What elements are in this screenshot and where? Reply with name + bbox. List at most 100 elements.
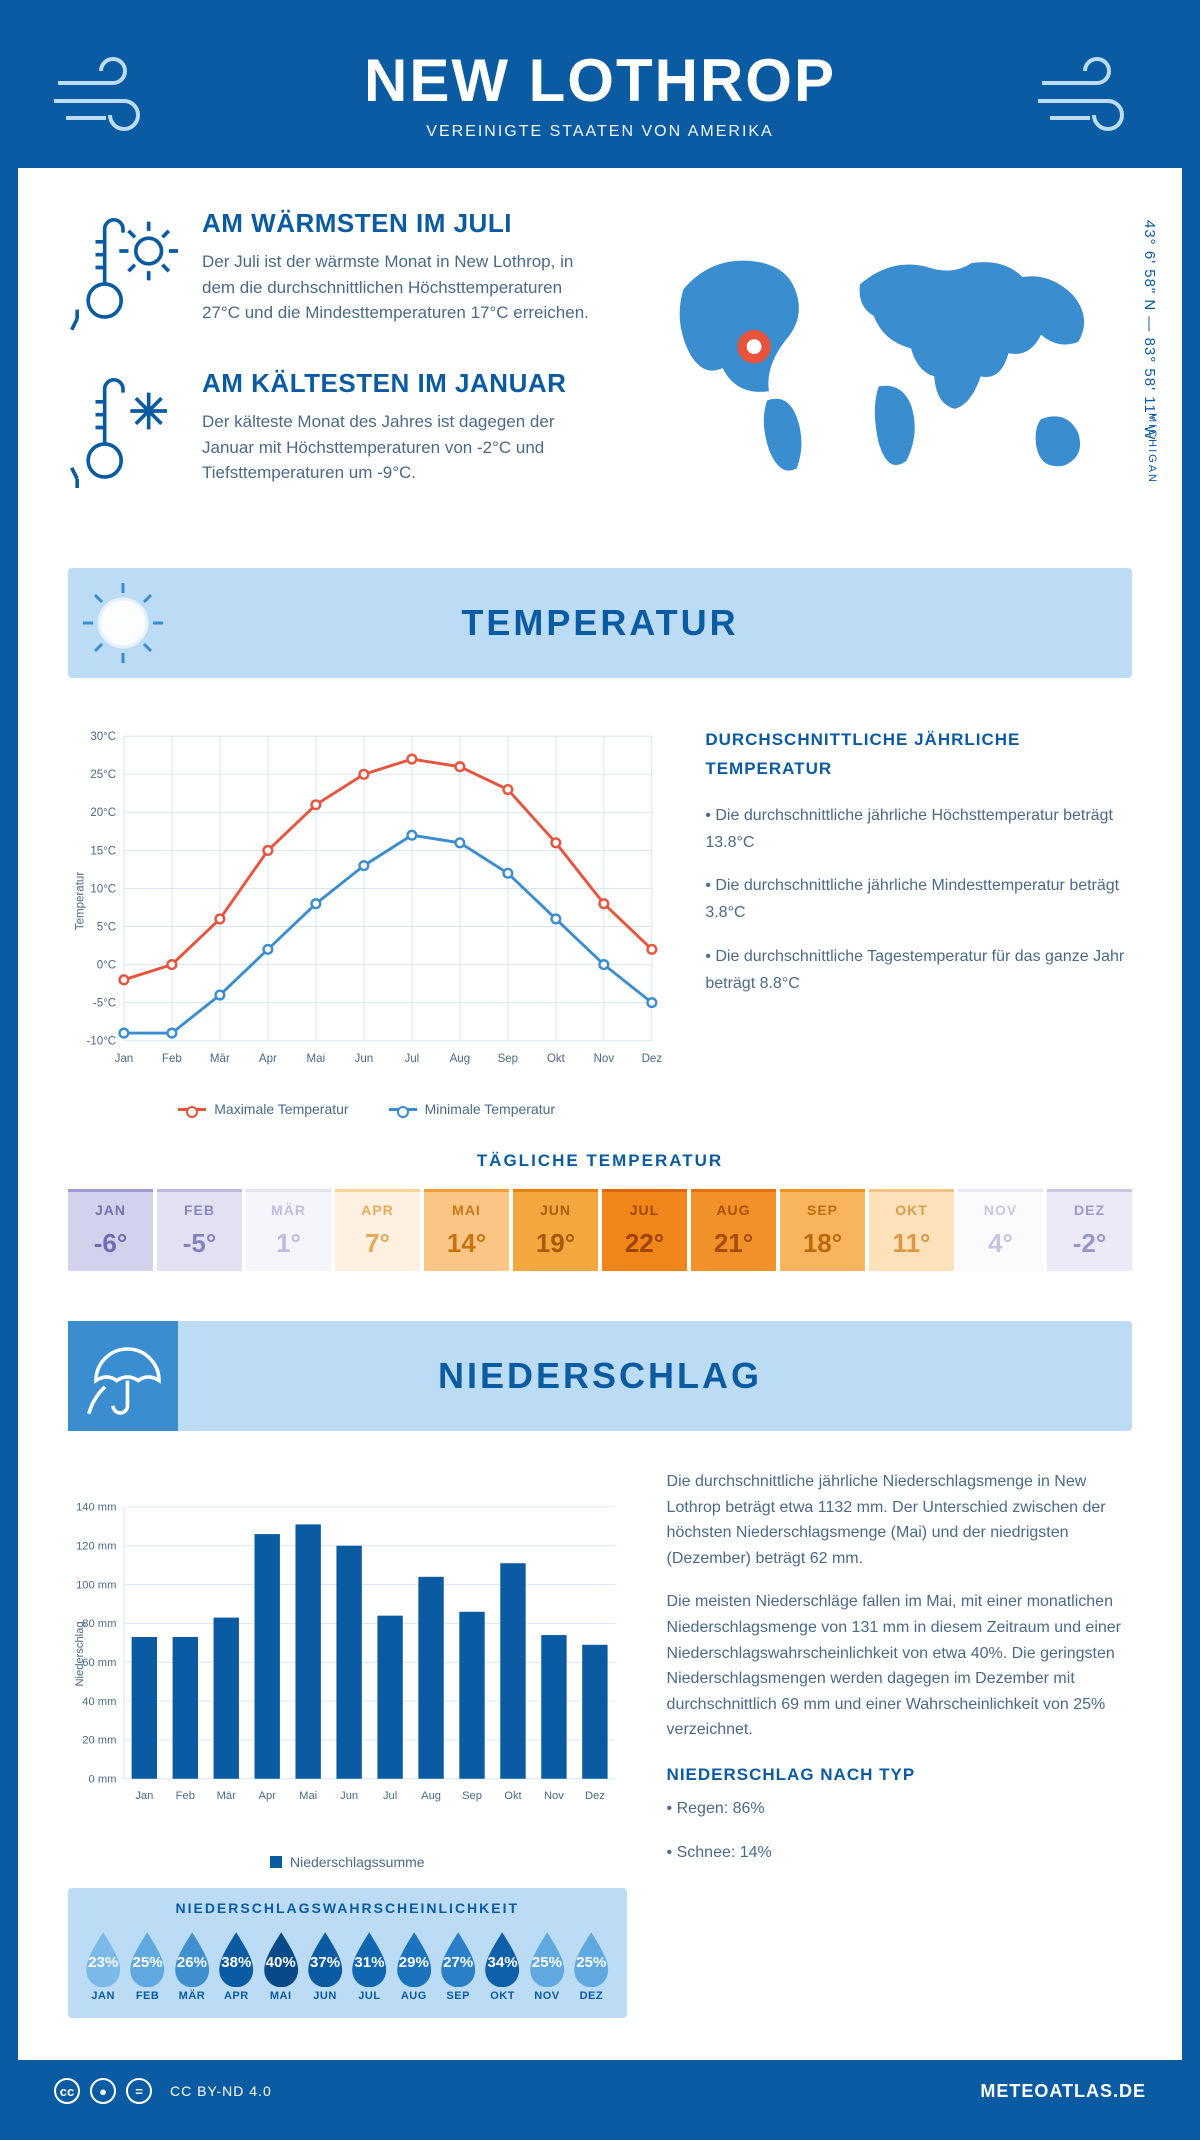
by-icon: ● [90,2078,116,2104]
svg-text:10°C: 10°C [90,883,116,895]
svg-text:Dez: Dez [585,1790,605,1802]
thermometer-sun-icon [68,208,178,338]
svg-text:Okt: Okt [504,1790,522,1802]
probability-cell: 38%APR [215,1928,257,2002]
svg-text:Sep: Sep [498,1053,519,1065]
thermometer-snow-icon [68,368,178,498]
coldest-title: AM KÄLTESTEN IM JANUAR [202,368,604,399]
facts-column: AM WÄRMSTEN IM JULI Der Juli ist der wär… [68,208,604,528]
svg-text:Aug: Aug [450,1053,471,1065]
coldest-fact: AM KÄLTESTEN IM JANUAR Der kälteste Mona… [68,368,604,498]
svg-text:25°C: 25°C [90,769,116,781]
probability-cell: 23%JAN [82,1928,124,2002]
cc-icon: cc [54,2078,80,2104]
svg-text:Jul: Jul [404,1053,419,1065]
svg-text:-10°C: -10°C [87,1036,117,1048]
temperature-body: -10°C-5°C0°C5°C10°C15°C20°C25°C30°CJanFe… [18,678,1182,1127]
daily-temperature-grid: JAN-6°FEB-5°MÄR1°APR7°MAI14°JUN19°JUL22°… [68,1189,1132,1271]
license-text: CC BY-ND 4.0 [170,2083,272,2099]
temp-info-2: • Die durchschnittliche jährliche Mindes… [705,872,1132,926]
temp-info-1: • Die durchschnittliche jährliche Höchst… [705,802,1132,856]
umbrella-icon [68,1321,178,1431]
precipitation-body: 0 mm20 mm40 mm60 mm80 mm100 mm120 mm140 … [18,1431,1182,2028]
svg-text:Aug: Aug [421,1790,441,1802]
probability-cell: 27%SEP [437,1928,479,2002]
svg-text:Mär: Mär [210,1053,230,1065]
temp-info-3: • Die durchschnittliche Tagestemperatur … [705,943,1132,997]
precip-t2: • Schnee: 14% [667,1840,1132,1866]
license: cc ● = CC BY-ND 4.0 [54,2078,272,2104]
svg-text:Okt: Okt [547,1053,566,1065]
probability-cell: 31%JUL [348,1928,390,2002]
svg-text:Nov: Nov [544,1790,564,1802]
svg-text:Apr: Apr [259,1053,277,1065]
warmest-title: AM WÄRMSTEN IM JULI [202,208,604,239]
map-column: MICHIGAN 43° 6' 58" N — 83° 58' 11" W [644,208,1132,528]
probability-cell: 25%NOV [526,1928,568,2002]
daily-cell: JAN-6° [68,1189,153,1271]
svg-text:120 mm: 120 mm [76,1540,116,1552]
svg-text:20 mm: 20 mm [82,1735,116,1747]
legend-max: Maximale Temperatur [214,1101,348,1117]
temperature-header: TEMPERATUR [68,568,1132,678]
warmest-fact: AM WÄRMSTEN IM JULI Der Juli ist der wär… [68,208,604,338]
precip-t1: • Regen: 86% [667,1796,1132,1822]
svg-text:0°C: 0°C [97,959,116,971]
svg-text:15°C: 15°C [90,845,116,857]
precipitation-title: NIEDERSCHLAG [178,1355,1022,1397]
daily-cell: MAI14° [424,1189,509,1271]
temperature-line-chart: -10°C-5°C0°C5°C10°C15°C20°C25°C30°CJanFe… [68,716,665,1086]
footer: cc ● = CC BY-ND 4.0 METEOATLAS.DE [18,2060,1182,2122]
probability-title: NIEDERSCHLAGSWAHRSCHEINLICHKEIT [82,1900,613,1916]
daily-cell: FEB-5° [157,1189,242,1271]
probability-cell: 40%MAI [260,1928,302,2002]
temperature-info: DURCHSCHNITTLICHE JÄHRLICHE TEMPERATUR •… [705,716,1132,1117]
svg-text:Jun: Jun [355,1053,374,1065]
daily-cell: DEZ-2° [1047,1189,1132,1271]
probability-box: NIEDERSCHLAGSWAHRSCHEINLICHKEIT 23%JAN25… [68,1888,627,2018]
svg-text:-5°C: -5°C [93,997,116,1009]
svg-text:30°C: 30°C [90,731,116,743]
sun-icon [68,568,178,678]
probability-cell: 25%DEZ [570,1928,612,2002]
probability-row: 23%JAN25%FEB26%MÄR38%APR40%MAI37%JUN31%J… [82,1928,613,2002]
svg-text:Mär: Mär [217,1790,236,1802]
svg-text:60 mm: 60 mm [82,1657,116,1669]
svg-text:Apr: Apr [259,1790,277,1802]
precipitation-info: Die durchschnittliche jährliche Niedersc… [667,1469,1132,2018]
svg-text:80 mm: 80 mm [82,1618,116,1630]
precipitation-bar-chart: 0 mm20 mm40 mm60 mm80 mm100 mm120 mm140 … [68,1469,627,1839]
probability-cell: 25%FEB [126,1928,168,2002]
svg-text:Jun: Jun [340,1790,358,1802]
daily-cell: NOV4° [958,1189,1043,1271]
nd-icon: = [126,2078,152,2104]
daily-cell: APR7° [335,1189,420,1271]
svg-text:20°C: 20°C [90,807,116,819]
daily-cell: MÄR1° [246,1189,331,1271]
svg-text:Temperatur: Temperatur [74,872,86,931]
precipitation-left: 0 mm20 mm40 mm60 mm80 mm100 mm120 mm140 … [68,1469,627,2018]
precip-p1: Die durchschnittliche jährliche Niedersc… [667,1469,1132,1571]
svg-text:140 mm: 140 mm [76,1502,116,1514]
probability-cell: 29%AUG [393,1928,435,2002]
page-title: NEW LOTHROP [18,46,1182,115]
svg-text:Jan: Jan [115,1053,134,1065]
svg-text:Jul: Jul [383,1790,397,1802]
probability-cell: 26%MÄR [171,1928,213,2002]
site-name: METEOATLAS.DE [980,2081,1146,2102]
daily-cell: OKT11° [869,1189,954,1271]
precip-type-title: NIEDERSCHLAG NACH TYP [667,1761,1132,1788]
header: NEW LOTHROP VEREINIGTE STAATEN VON AMERI… [18,18,1182,168]
svg-text:Sep: Sep [462,1790,482,1802]
svg-text:40 mm: 40 mm [82,1696,116,1708]
temperature-chart-container: -10°C-5°C0°C5°C10°C15°C20°C25°C30°CJanFe… [68,716,665,1117]
temp-info-title: DURCHSCHNITTLICHE JÄHRLICHE TEMPERATUR [705,726,1132,784]
precip-p2: Die meisten Niederschläge fallen im Mai,… [667,1589,1132,1743]
daily-cell: JUL22° [602,1189,687,1271]
coordinates: 43° 6' 58" N — 83° 58' 11" W [1141,220,1158,440]
svg-text:Feb: Feb [176,1790,195,1802]
daily-title: TÄGLICHE TEMPERATUR [18,1151,1182,1171]
legend-precip: Niederschlagssumme [290,1854,425,1870]
svg-text:5°C: 5°C [97,921,116,933]
temperature-title: TEMPERATUR [178,602,1022,644]
